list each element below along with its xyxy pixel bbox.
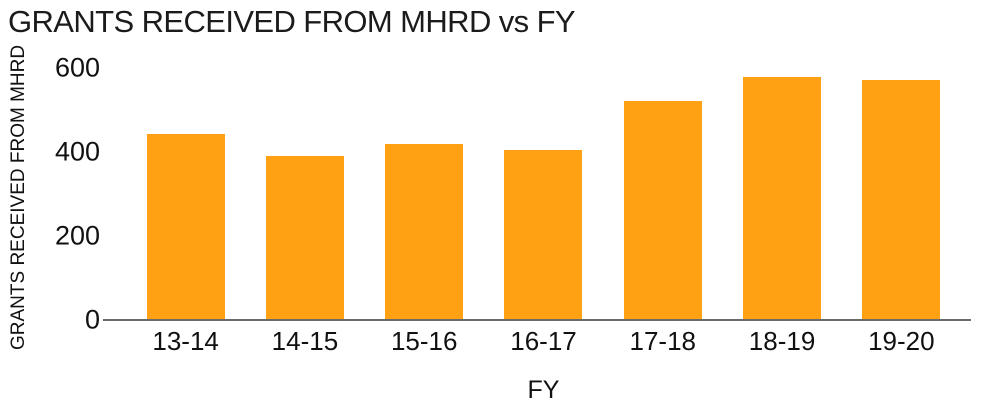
x-tick-label: 18-19 <box>748 326 816 356</box>
x-tick-label: 19-20 <box>868 326 935 356</box>
bar-15-16[interactable] <box>385 144 464 320</box>
y-axis-tick-labels: 0 200 400 600 <box>0 0 100 412</box>
x-tick-label: 13-14 <box>152 326 219 356</box>
y-tick-label: 0 <box>84 304 100 335</box>
bar-slot <box>245 68 364 320</box>
x-tick-label: 16-17 <box>510 326 577 356</box>
y-tick-label: 200 <box>54 220 100 251</box>
x-axis-line <box>103 319 971 321</box>
bar-17-18[interactable] <box>623 101 702 320</box>
x-axis-tick-labels: 13-14 14-15 15-16 16-17 17-18 18-19 19-20 <box>126 328 961 354</box>
bar-slot <box>842 68 961 320</box>
bar-slot <box>603 68 722 320</box>
x-axis-label: FY <box>527 376 560 404</box>
x-tick-label: 15-16 <box>390 326 458 356</box>
y-tick-label: 400 <box>54 136 100 167</box>
y-tick-label: 600 <box>54 52 100 83</box>
bar-14-15[interactable] <box>265 156 344 320</box>
bar-16-17[interactable] <box>504 150 583 320</box>
x-tick-label: 14-15 <box>271 326 339 356</box>
bar-13-14[interactable] <box>146 133 225 320</box>
bar-19-20[interactable] <box>862 80 941 320</box>
bar-18-19[interactable] <box>743 76 822 320</box>
bar-slot <box>484 68 603 320</box>
bar-slot <box>126 68 245 320</box>
bar-slot <box>722 68 841 320</box>
chart-title: GRANTS RECEIVED FROM MHRD vs FY <box>8 4 576 39</box>
plot-area <box>126 68 961 320</box>
bar-slot <box>365 68 484 320</box>
x-tick-label: 17-18 <box>629 326 697 356</box>
